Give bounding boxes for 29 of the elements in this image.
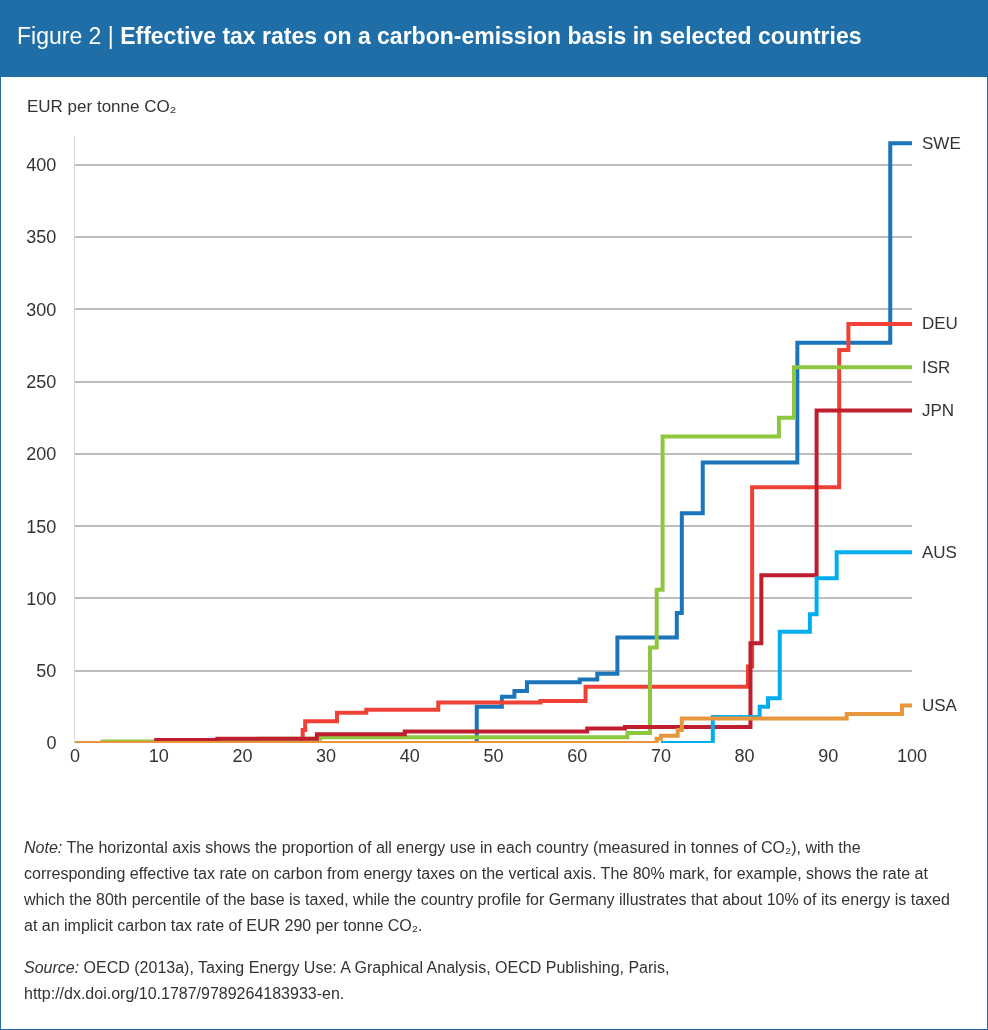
x-tick-label: 30 xyxy=(316,746,337,766)
y-tick-label: 150 xyxy=(26,516,57,537)
series-label: ISR xyxy=(922,358,951,377)
y-tick-label: 100 xyxy=(26,588,57,609)
x-tick-label: 50 xyxy=(483,746,504,766)
x-tick-label: 90 xyxy=(818,746,839,766)
y-tick-label: 50 xyxy=(36,661,57,682)
x-tick-label: 10 xyxy=(148,746,169,766)
y-tick-label: 200 xyxy=(26,444,57,465)
x-tick-label: 20 xyxy=(232,746,253,766)
series-label: SWE xyxy=(922,134,961,153)
source-note: Source: OECD (2013a), Taxing Energy Use: A Graphical Analysis, OECD Publishing, Paris, http://dx.doi.org/10.1787/9789264183933-en. xyxy=(24,958,671,1004)
y-tick-label: 350 xyxy=(26,227,57,248)
x-tick-label: 80 xyxy=(734,746,755,766)
x-tick-label: 70 xyxy=(650,746,671,766)
y-axis-title: EUR per tonne CO₂ xyxy=(27,97,177,116)
series-label: JPN xyxy=(922,401,955,420)
y-tick-label: 250 xyxy=(26,371,57,392)
x-tick-label: 0 xyxy=(69,746,81,766)
series-label: AUS xyxy=(922,543,957,562)
x-tick-label: 60 xyxy=(567,746,588,766)
series-label: DEU xyxy=(922,314,958,333)
x-tick-label: 40 xyxy=(399,746,420,766)
y-tick-label: 300 xyxy=(26,299,57,320)
x-tick-label: 100 xyxy=(896,746,928,766)
series-label: USA xyxy=(922,696,958,715)
y-tick-label: 400 xyxy=(26,155,57,176)
chart-title: Figure 2 | Effective tax rates on a carbon-emission basis in selected countries xyxy=(1,1,987,77)
text: Note: The horizontal axis shows the proportion of all energy use in each country (measured in tonnes of CO₂), with the corresponding effective tax rate on carbon from energy taxes on the vertical axis. The 80% mark, for example, shows the rate at which the 80th percentile of the base is taxed, while the country profile for Germany illustrates that about 10% of its energy is taxed at an implicit carbon tax rate of EUR 290 per tonne CO₂. xyxy=(24,838,951,936)
